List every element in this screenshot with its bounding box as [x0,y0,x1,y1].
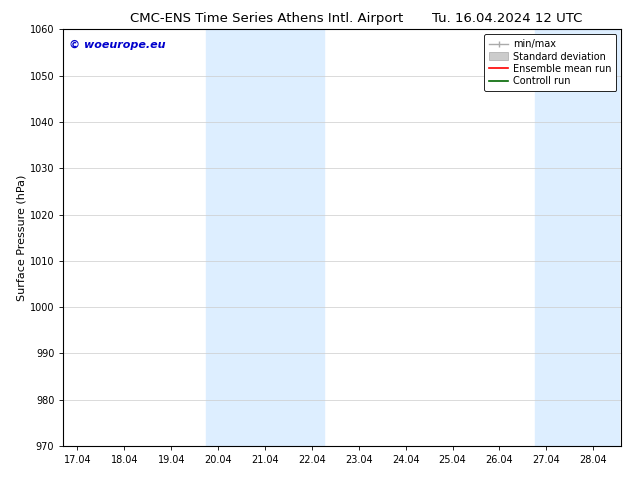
Text: CMC-ENS Time Series Athens Intl. Airport: CMC-ENS Time Series Athens Intl. Airport [130,12,403,25]
Bar [534,29,619,446]
Text: © woeurope.eu: © woeurope.eu [69,40,165,50]
Text: Tu. 16.04.2024 12 UTC: Tu. 16.04.2024 12 UTC [432,12,583,25]
Bar [207,29,323,446]
Y-axis label: Surface Pressure (hPa): Surface Pressure (hPa) [17,174,27,301]
Legend: min/max, Standard deviation, Ensemble mean run, Controll run: min/max, Standard deviation, Ensemble me… [484,34,616,91]
